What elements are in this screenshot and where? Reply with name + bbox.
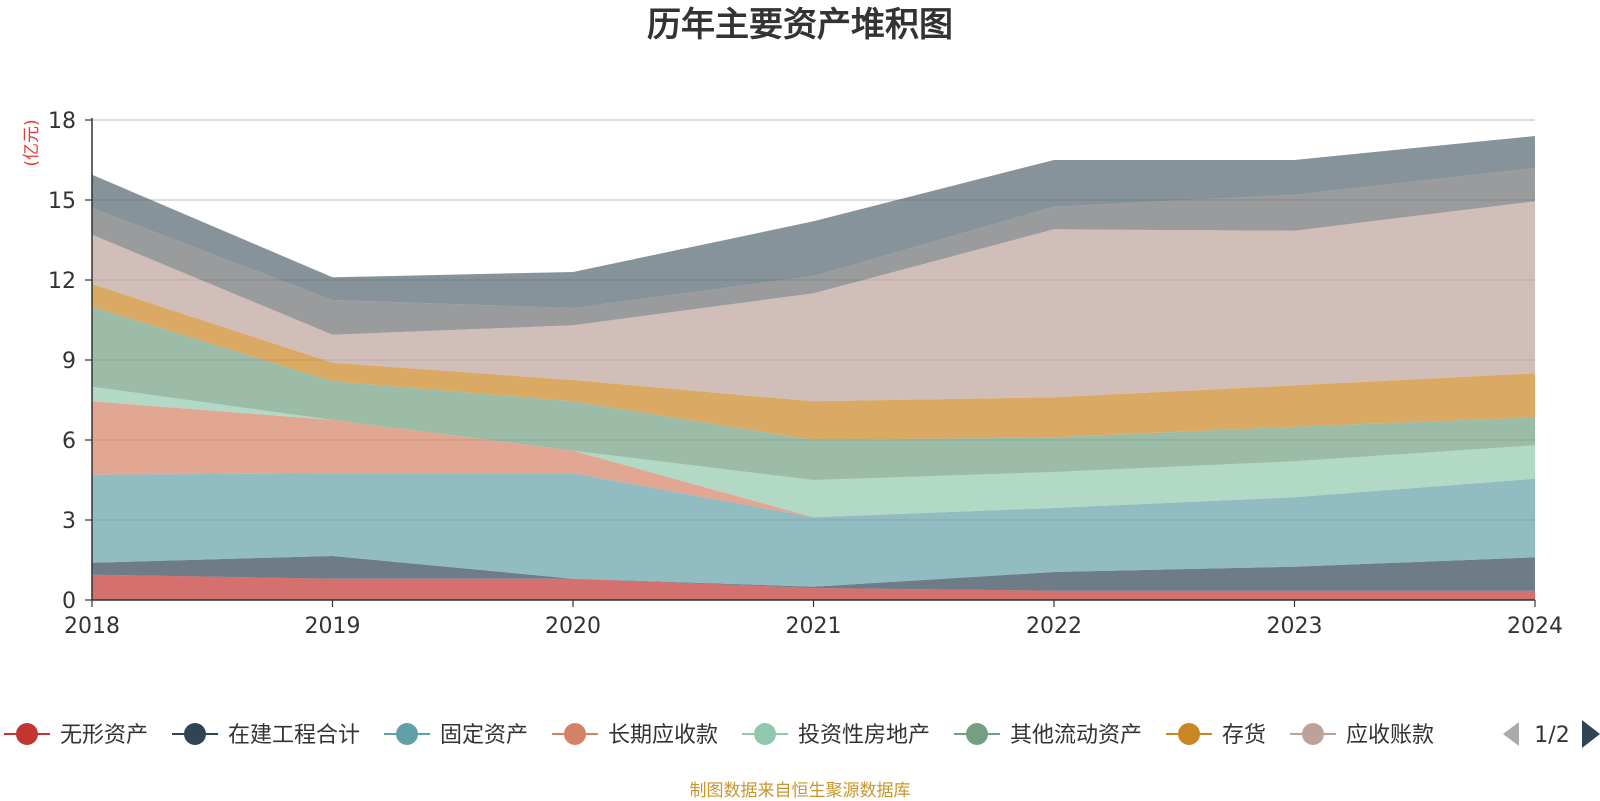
- x-tick-label: 2023: [1267, 614, 1323, 639]
- source-note: 制图数据来自恒生聚源数据库: [689, 781, 911, 801]
- x-tick-label: 2019: [305, 614, 361, 639]
- area-series-2: [92, 473, 1535, 587]
- x-tick-label: 2018: [64, 614, 120, 639]
- legend-marker: [1302, 723, 1324, 745]
- y-tick-label: 15: [48, 189, 76, 214]
- legend: 无形资产 在建工程合计 固定资产 长期应收款 投资性房地产 其他流动资产 存货 应收账款 1/2: [4, 720, 1600, 748]
- legend-marker: [16, 723, 38, 745]
- legend-label: 其他流动资产: [1010, 723, 1142, 748]
- legend-label: 固定资产: [440, 723, 528, 748]
- y-axis-unit-label: (亿元): [22, 119, 42, 166]
- legend-items: 无形资产 在建工程合计 固定资产 长期应收款 投资性房地产 其他流动资产 存货 应收账款: [4, 723, 1434, 748]
- legend-marker: [966, 723, 988, 745]
- area-series-6: [92, 284, 1535, 440]
- legend-item[interactable]: 存货: [1166, 723, 1266, 748]
- area-series-9: [92, 136, 1535, 308]
- legend-marker: [754, 723, 776, 745]
- legend-marker: [184, 723, 206, 745]
- legend-page-indicator: 1/2: [1534, 723, 1569, 748]
- area-series-7: [92, 201, 1535, 402]
- legend-marker: [1178, 723, 1200, 745]
- legend-marker: [396, 723, 418, 745]
- legend-item[interactable]: 投资性房地产: [742, 723, 930, 748]
- area-series-8: [92, 168, 1535, 335]
- y-tick-label: 0: [62, 589, 76, 614]
- x-tick-label: 2020: [545, 614, 601, 639]
- area-series-0: [92, 574, 1535, 600]
- legend-label: 无形资产: [60, 723, 148, 748]
- area-series-3: [92, 401, 1535, 518]
- legend-item[interactable]: 应收账款: [1290, 723, 1434, 748]
- legend-item[interactable]: 固定资产: [384, 723, 528, 748]
- legend-marker: [564, 723, 586, 745]
- legend-item[interactable]: 长期应收款: [552, 723, 718, 748]
- area-series-1: [92, 556, 1535, 591]
- legend-label: 投资性房地产: [798, 723, 930, 748]
- legend-prev-page-icon[interactable]: [1503, 722, 1519, 746]
- y-tick-label: 3: [62, 509, 76, 534]
- legend-label: 应收账款: [1346, 723, 1434, 748]
- x-tick-label: 2022: [1026, 614, 1082, 639]
- y-tick-label: 12: [48, 269, 76, 294]
- x-tick-label: 2024: [1507, 614, 1563, 639]
- axes: 0 3 6 9 12 15 18 2018 2019 2020 2021 2022 2023 2024: [48, 109, 1563, 639]
- legend-item[interactable]: 在建工程合计: [172, 723, 360, 748]
- stacked-areas: [92, 136, 1535, 600]
- y-tick-label: 18: [48, 109, 76, 134]
- area-series-5: [92, 306, 1535, 480]
- area-series-4: [92, 386, 1535, 518]
- legend-label: 长期应收款: [608, 723, 718, 748]
- legend-next-page-icon[interactable]: [1582, 720, 1600, 748]
- legend-label: 存货: [1222, 723, 1266, 748]
- y-tick-label: 6: [62, 429, 76, 454]
- legend-item[interactable]: 其他流动资产: [954, 723, 1142, 748]
- legend-item[interactable]: 无形资产: [4, 723, 148, 748]
- legend-label: 在建工程合计: [228, 723, 360, 748]
- x-tick-label: 2021: [786, 614, 842, 639]
- chart-title: 历年主要资产堆积图: [647, 5, 953, 45]
- y-tick-label: 9: [62, 349, 76, 374]
